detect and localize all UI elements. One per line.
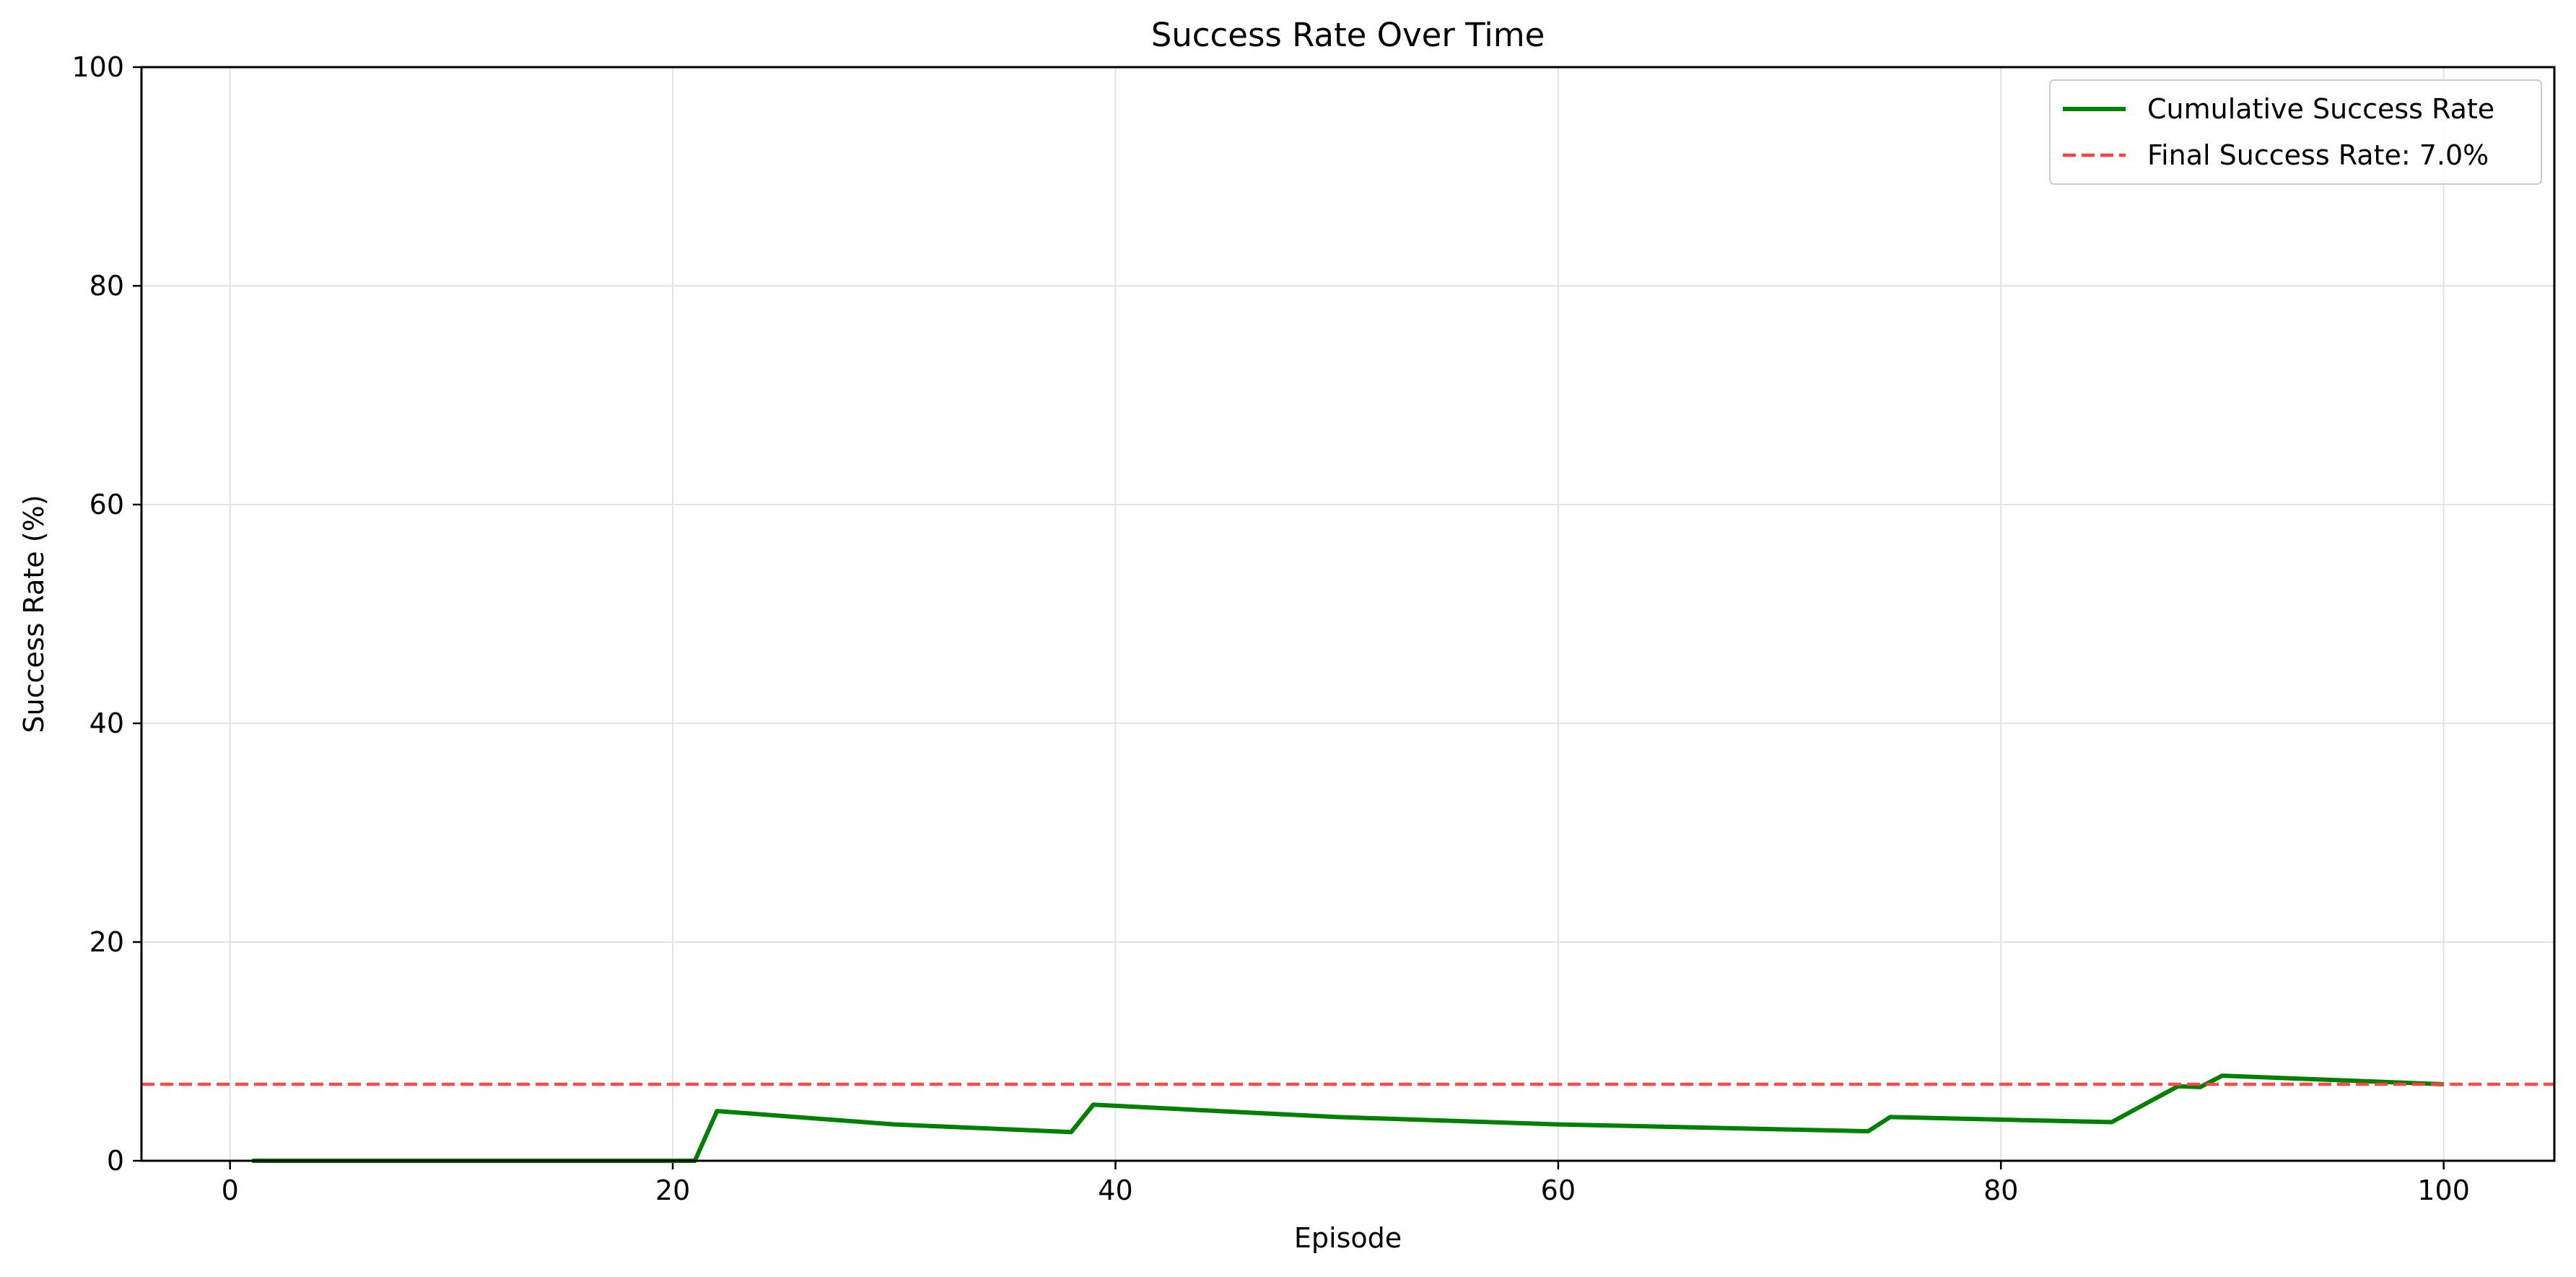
y-tick-label: 40: [89, 707, 124, 739]
x-tick-label: 0: [222, 1174, 239, 1206]
y-tick-label: 60: [89, 489, 124, 520]
y-tick-label: 80: [89, 270, 124, 302]
x-tick-label: 60: [1541, 1174, 1576, 1206]
x-tick-label: 100: [2417, 1174, 2470, 1206]
series-layer: [141, 1073, 2554, 1163]
y-tick-label: 100: [71, 51, 124, 83]
cumulative-success-rate-line: [252, 1073, 2444, 1163]
chart-title: Success Rate Over Time: [1151, 16, 1545, 54]
y-tick-label: 20: [89, 926, 124, 958]
x-axis-ticks: 0 20 40 60 80 100: [222, 1161, 2470, 1206]
y-tick-label: 0: [107, 1145, 124, 1177]
x-tick-label: 80: [1983, 1174, 2018, 1206]
plot-frame: [140, 66, 2556, 1162]
y-axis-label: Success Rate (%): [18, 494, 50, 733]
legend-box: [2049, 79, 2542, 185]
grid-lines: [141, 66, 2554, 1161]
x-tick-label: 20: [655, 1174, 690, 1206]
legend-label-cumulative: Cumulative Success Rate: [2147, 93, 2494, 125]
legend: Cumulative Success Rate Final Success Ra…: [2049, 79, 2542, 185]
x-axis-label: Episode: [1294, 1222, 1402, 1254]
y-axis-ticks: 0 20 40 60 80 100: [71, 51, 141, 1177]
legend-label-final: Final Success Rate: 7.0%: [2147, 139, 2489, 171]
x-tick-label: 40: [1098, 1174, 1132, 1206]
